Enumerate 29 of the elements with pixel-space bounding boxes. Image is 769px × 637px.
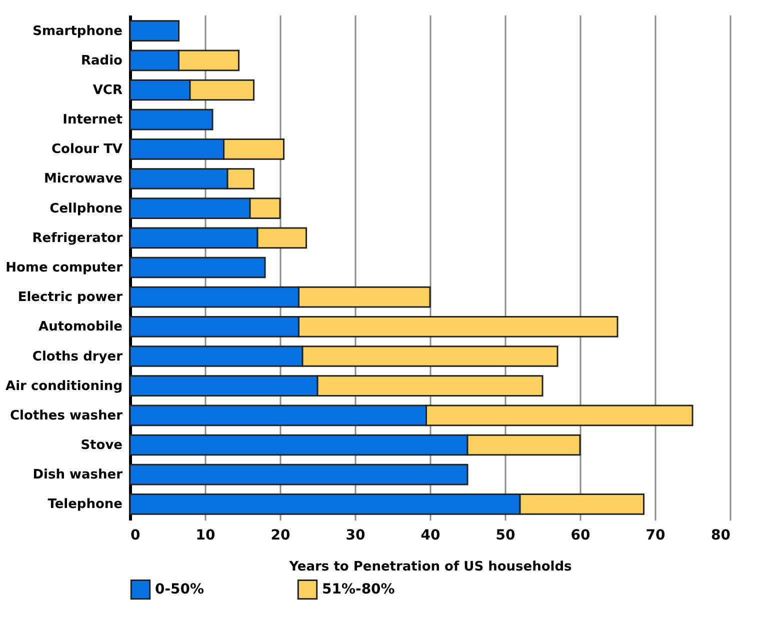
y-tick-label: Cellphone [50, 201, 123, 216]
x-tick-label: 70 [646, 528, 666, 544]
y-tick-label: Home computer [6, 260, 124, 276]
x-tick-label: 50 [496, 528, 516, 544]
y-tick-label: Automobile [38, 320, 123, 335]
x-tick-label: 10 [196, 528, 216, 544]
x-tick-label: 40 [420, 528, 440, 544]
y-tick-label: Cloths dryer [32, 349, 124, 364]
legend-label: 51%-80% [322, 582, 395, 598]
y-tick-label: Refrigerator [32, 230, 124, 246]
y-tick-label: Radio [81, 53, 123, 68]
y-tick-label: Microwave [44, 172, 123, 187]
x-tick-label: 0 [130, 528, 140, 544]
y-tick-label: Telephone [48, 497, 123, 512]
y-tick-label: Dish washer [32, 468, 124, 483]
y-tick-label: Internet [62, 112, 122, 128]
x-tick-label: 80 [711, 528, 731, 544]
y-tick-label: Electric power [18, 290, 124, 306]
y-tick-label: Air conditioning [6, 378, 122, 394]
x-axis-title: Years to Penetration of US households [288, 560, 572, 574]
y-tick-label: VCR [92, 82, 122, 98]
x-tick-label: 30 [346, 528, 366, 544]
y-tick-label: Colour TV [52, 142, 122, 158]
x-tick-label: 60 [570, 528, 590, 544]
y-tick-label: Smartphone [32, 24, 123, 39]
legend-label: 0-50% [155, 582, 204, 598]
x-tick-label: 20 [270, 528, 290, 544]
y-tick-label: Stove [80, 438, 123, 454]
y-tick-label: Clothes washer [10, 408, 124, 424]
